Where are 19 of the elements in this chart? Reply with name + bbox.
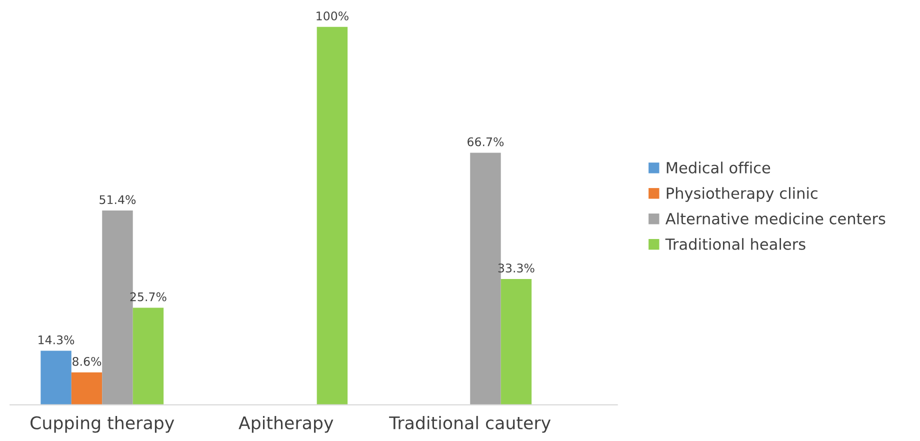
legend-label: Traditional healers [665,238,806,250]
x-tick-label: Apitherapy [238,416,334,433]
bar [132,308,164,405]
legend-label: Medical office [666,162,770,174]
data-label: 51.4% [100,195,136,204]
data-label: 33.3% [498,264,534,273]
data-label: 8.6% [72,356,102,366]
x-tick-label: Traditional cautery [389,416,551,433]
legend-label: Physiotherapy clinic [666,187,818,202]
data-label: 100% [316,11,348,20]
bar [500,278,532,405]
bar [40,350,72,405]
bar [316,26,348,405]
data-label: 25.7% [130,292,166,302]
legend-label: Alternative medicine centers [665,212,886,224]
data-label: 66.7% [468,137,504,146]
x-tick-label: Cupping therapy [30,416,174,433]
data-label: 14.3% [38,335,74,344]
bar [71,372,102,405]
